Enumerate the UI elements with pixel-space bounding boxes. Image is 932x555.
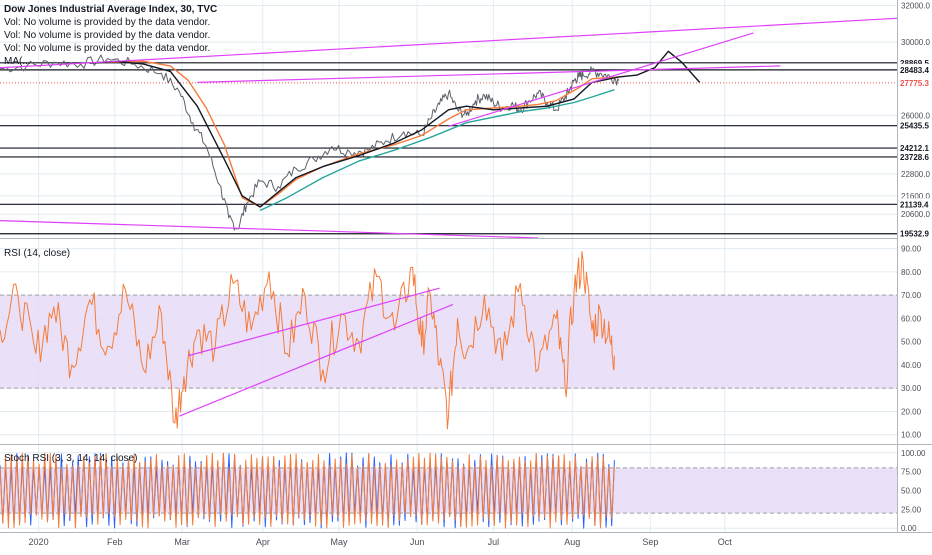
x-tick-label: Feb	[107, 537, 123, 547]
y-tick-label: 90.00	[901, 245, 922, 254]
x-tick-label: Aug	[564, 537, 580, 547]
price-label-box	[897, 56, 932, 69]
panel-title: RSI (14, close)	[4, 248, 70, 259]
trend-line	[179, 303, 454, 417]
legend-vol-note: Vol: No volume is provided by the data v…	[4, 17, 211, 28]
y-tick-label: 21600.0	[901, 192, 930, 201]
price-label-box	[897, 76, 932, 89]
series-line-ma_orange	[107, 60, 619, 208]
y-tick-label: 20600.0	[901, 210, 930, 219]
price-label-box	[897, 119, 932, 132]
y-tick-label: 80.00	[901, 268, 922, 277]
x-tick-label: Jun	[410, 537, 425, 547]
x-tick-label: Mar	[174, 537, 190, 547]
price-label-box	[897, 198, 932, 211]
series-line-d	[0, 452, 615, 529]
legend-vol-note: Vol: No volume is provided by the data v…	[4, 30, 211, 41]
legend-vol-note: Vol: No volume is provided by the data v…	[4, 43, 211, 54]
x-tick-label: May	[331, 537, 349, 547]
y-tick-label: 0.00	[901, 524, 917, 533]
trend-line	[448, 32, 754, 127]
x-tick-label: Jul	[488, 537, 500, 547]
price-label-box	[897, 150, 932, 163]
y-tick-label: 32000.0	[901, 1, 930, 10]
trend-line	[0, 17, 898, 69]
panel-title: Stoch RSI (3, 3, 14, 14, close)	[4, 453, 137, 464]
price-label: 28483.4	[900, 66, 929, 75]
price-label: 28869.5	[900, 59, 929, 68]
series-line-price	[0, 54, 620, 231]
y-tick-label: 10.00	[901, 431, 922, 440]
y-tick-label: 20.00	[901, 407, 922, 416]
y-tick-label: 70.00	[901, 291, 922, 300]
series-line-rsi	[0, 251, 615, 430]
legend-ma-label: MA(...	[4, 56, 31, 67]
series-line-ma_green	[259, 89, 615, 212]
x-tick-label: Apr	[256, 537, 270, 547]
price-label-box	[897, 63, 932, 76]
y-tick-label: 60.00	[901, 314, 922, 323]
legend: Dow Jones Industrial Average Index, 30, …	[4, 3, 217, 68]
y-tick-label: 50.00	[901, 487, 922, 496]
price-label: 23728.6	[900, 153, 929, 162]
series-line-ma_black	[89, 50, 701, 208]
price-label: 24212.1	[900, 144, 929, 153]
x-tick-label: 2020	[29, 537, 49, 547]
y-tick-label: 75.00	[901, 468, 922, 477]
y-tick-label: 40.00	[901, 361, 922, 370]
price-label: 27775.3	[900, 79, 929, 88]
y-tick-label: 50.00	[901, 338, 922, 347]
x-tick-label: Sep	[642, 537, 658, 547]
legend-title[interactable]: Dow Jones Industrial Average Index, 30, …	[4, 4, 218, 15]
price-label: 21139.4	[900, 200, 929, 209]
trend-line	[197, 65, 781, 83]
y-tick-label: 30.00	[901, 384, 922, 393]
y-tick-label: 22800.0	[901, 170, 930, 179]
price-label: 25435.5	[900, 122, 929, 131]
y-tick-label: 25.00	[901, 505, 922, 514]
price-label-box	[897, 227, 932, 240]
trend-line	[0, 220, 539, 239]
trend-line	[188, 287, 440, 357]
y-tick-label: 30000.0	[901, 38, 930, 47]
y-tick-label: 26000.0	[901, 111, 930, 120]
price-label: 19532.9	[900, 230, 929, 239]
y-tick-label: 100.00	[901, 449, 926, 458]
overbought-oversold-band	[0, 295, 897, 389]
x-tick-label: Oct	[718, 537, 733, 547]
